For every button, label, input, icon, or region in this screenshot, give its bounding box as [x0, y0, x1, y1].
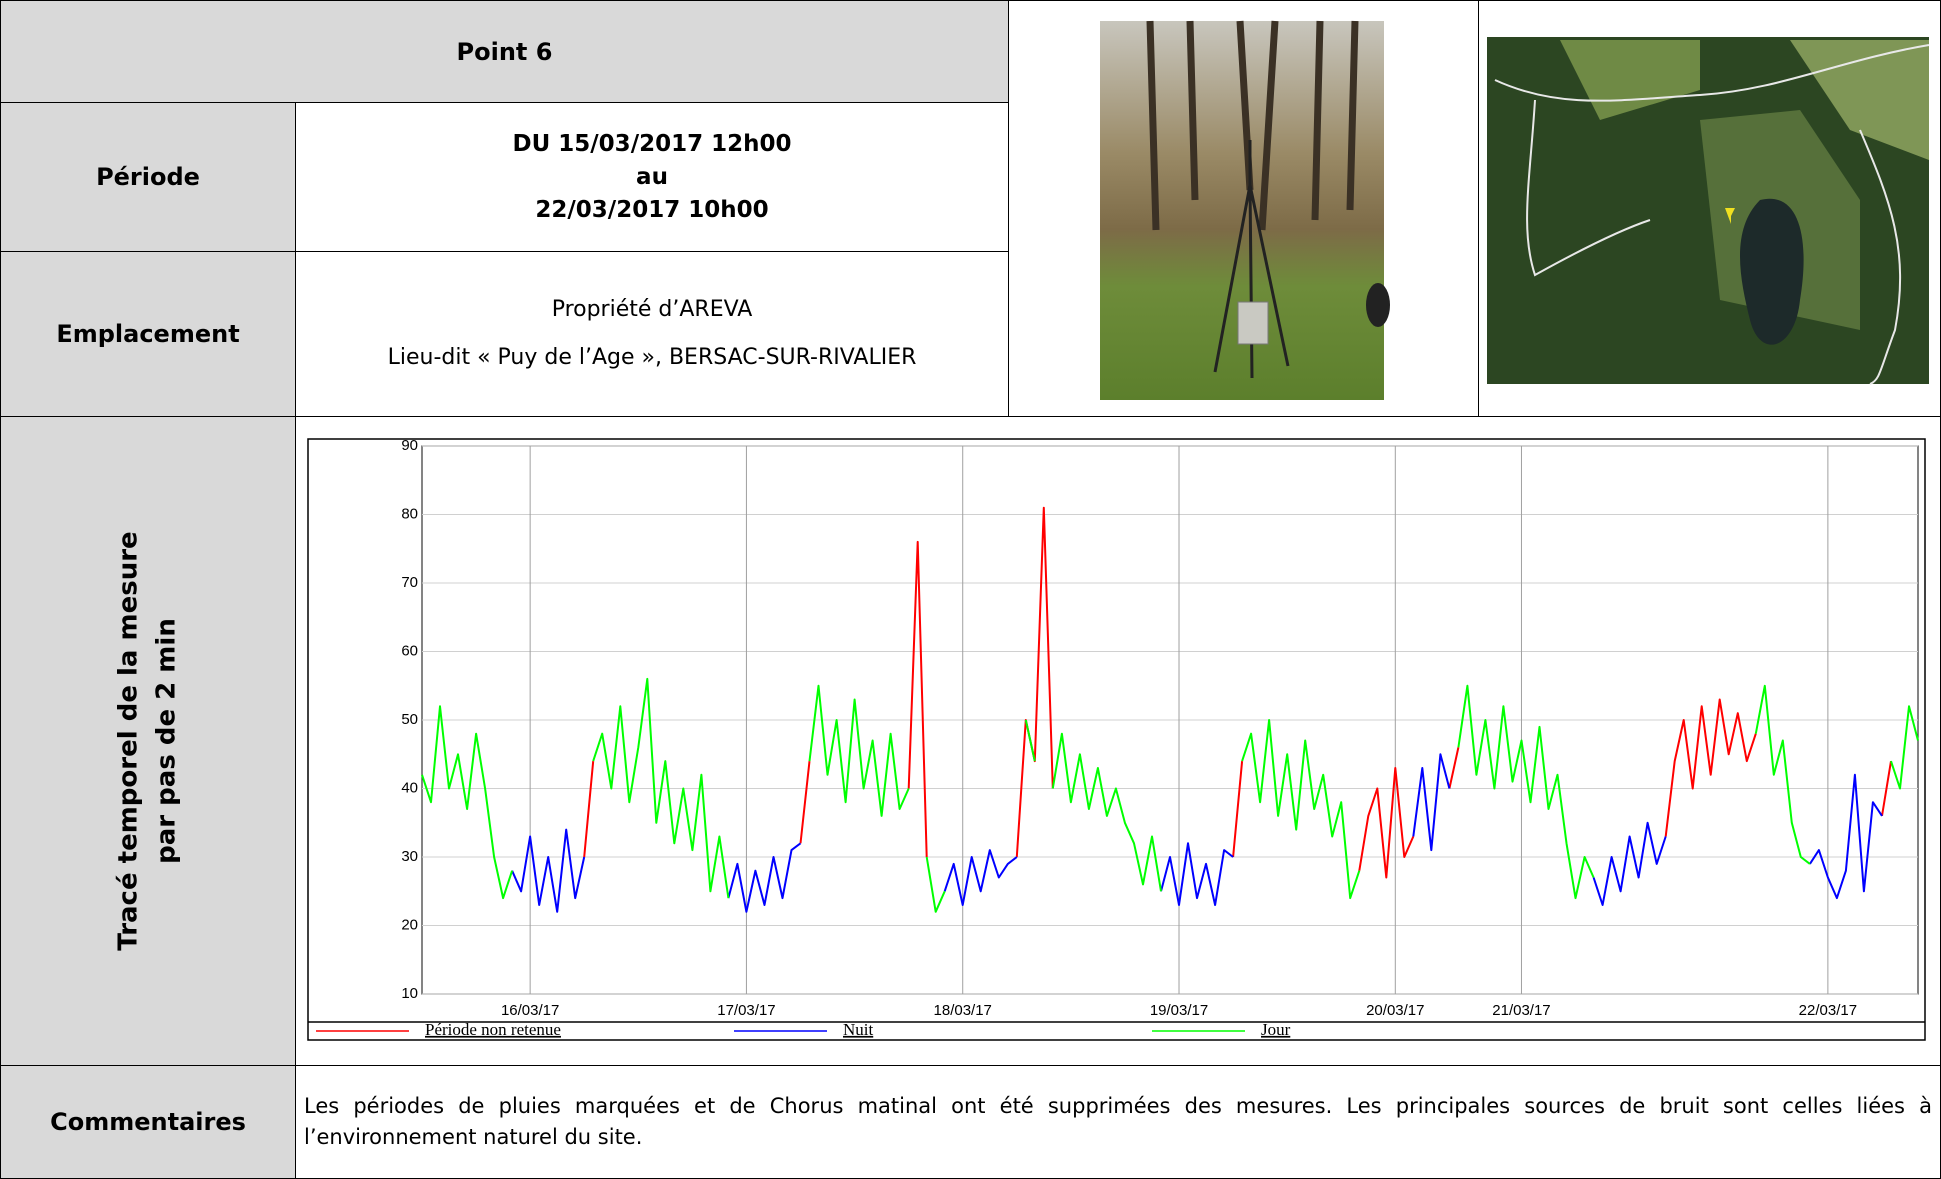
- legend-label: Période non retenue: [425, 1020, 561, 1039]
- location-line: Propriété d’AREVA: [551, 297, 753, 322]
- aerial-photo: [1487, 37, 1930, 385]
- y-tick-label: 70: [401, 574, 418, 591]
- x-tick-label: 18/03/17: [934, 1002, 992, 1019]
- title: Point 6: [456, 37, 553, 66]
- x-tick-label: 22/03/17: [1799, 1002, 1857, 1019]
- y-tick-label: 40: [401, 779, 418, 796]
- x-tick-label: 16/03/17: [501, 1002, 559, 1019]
- y-tick-label: 90: [401, 437, 418, 454]
- title-cell: Point 6: [0, 0, 1009, 103]
- y-tick-label: 60: [401, 642, 418, 659]
- location-label-cell: Emplacement: [0, 251, 296, 417]
- series-line: [583, 506, 1892, 879]
- site-photo: [1100, 20, 1390, 400]
- x-tick-label: 21/03/17: [1492, 1002, 1550, 1019]
- x-tick-label: 19/03/17: [1150, 1002, 1208, 1019]
- series-line: [421, 677, 1919, 913]
- location-line: Lieu-dit « Puy de l’Age », BERSAC-SUR-RI…: [387, 345, 917, 370]
- y-tick-label: 50: [401, 711, 418, 728]
- comments-text: Les périodes de pluies marquées et de Ch…: [304, 1094, 1932, 1149]
- period-line: 22/03/2017 10h00: [535, 196, 769, 223]
- y-tick-label: 80: [401, 505, 418, 522]
- location-label: Emplacement: [56, 320, 240, 348]
- comments-label: Commentaires: [50, 1108, 246, 1136]
- chart-frame: [307, 438, 1926, 1041]
- period-label: Période: [96, 163, 200, 191]
- y-tick-label: 30: [401, 848, 418, 865]
- chart-label-cell: Tracé temporel de la mesure par pas de 2…: [0, 416, 296, 1066]
- y-tick-label: 10: [401, 985, 418, 1002]
- series-line: [511, 753, 1883, 913]
- comments-label-cell: Commentaires: [0, 1065, 296, 1179]
- x-tick-label: 17/03/17: [717, 1002, 775, 1019]
- period-line: DU 15/03/2017 12h00: [512, 130, 792, 157]
- legend-label: Nuit: [843, 1020, 874, 1039]
- period-line: au: [636, 163, 668, 190]
- y-tick-label: 20: [401, 916, 418, 933]
- x-tick-label: 20/03/17: [1366, 1002, 1424, 1019]
- location-cell: Propriété d’AREVA Lieu-dit « Puy de l’Ag…: [295, 251, 1009, 417]
- legend-label: Jour: [1261, 1020, 1291, 1039]
